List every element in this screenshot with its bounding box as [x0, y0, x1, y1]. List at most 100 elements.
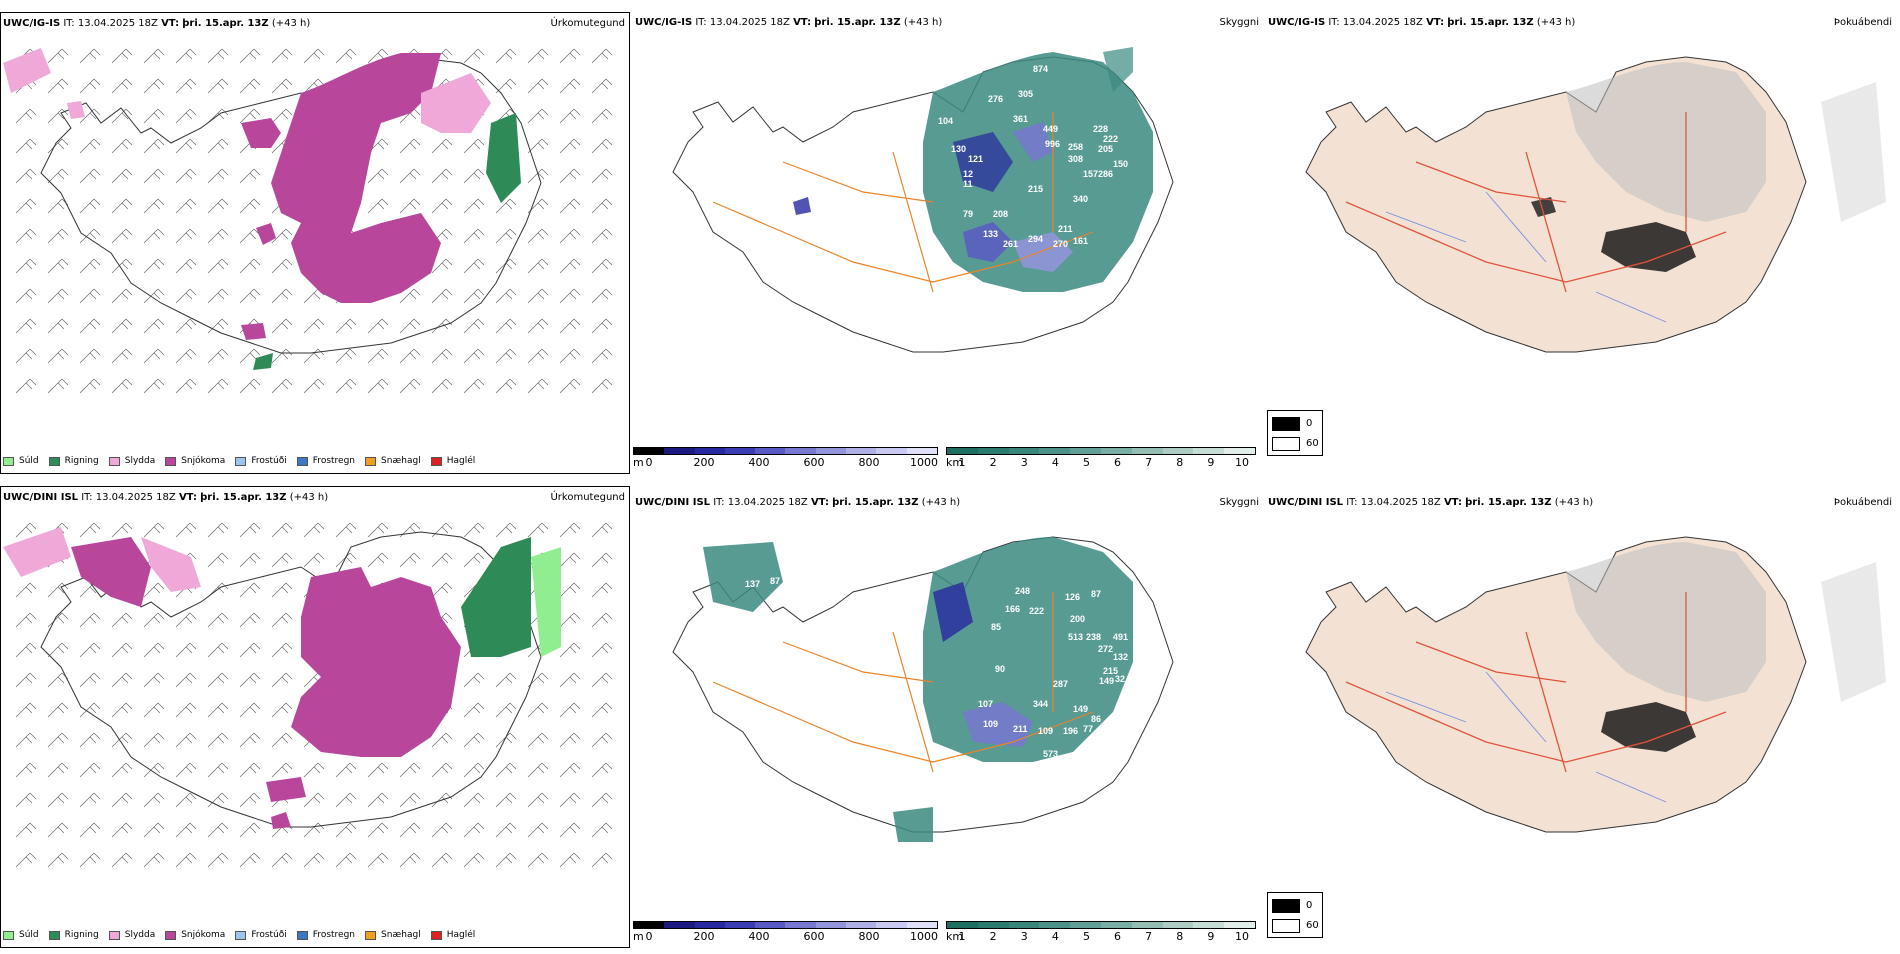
panel-header: UWC/DINI ISL IT: 13.04.2025 18Z VT: þri.… — [635, 496, 1259, 510]
wind-barb — [271, 732, 293, 748]
wind-barb — [591, 378, 613, 394]
wind-barb — [175, 672, 197, 688]
wind-barb — [143, 228, 165, 244]
wind-barb — [143, 318, 165, 334]
legend-item-frostregn: Frostregn — [296, 456, 356, 466]
height-label: 308 — [1068, 154, 1083, 164]
wind-barb — [111, 258, 133, 274]
wind-barb — [239, 702, 261, 718]
height-label: 137 — [745, 579, 760, 589]
wind-barb — [463, 552, 485, 568]
height-label: 109 — [983, 719, 998, 729]
wind-barb — [175, 612, 197, 628]
wind-barb — [79, 852, 101, 868]
legend-label: Haglél — [446, 456, 476, 466]
colorbar-step — [1008, 448, 1040, 454]
wind-barb — [399, 288, 421, 304]
wind-barb — [527, 138, 549, 154]
wind-barb — [143, 642, 165, 658]
wind-barb — [271, 108, 293, 124]
wind-barb — [15, 318, 37, 334]
wind-barb — [239, 762, 261, 778]
wind-barb — [335, 762, 357, 778]
wind-barb — [527, 762, 549, 778]
wind-barb — [591, 48, 613, 64]
height-ticks: m 0 200 400 600 800 1000 — [633, 456, 938, 470]
height-label: 132 — [1113, 652, 1128, 662]
wind-barb — [175, 48, 197, 64]
model-name: UWC/IG-IS — [1268, 17, 1326, 28]
wind-barb — [207, 522, 229, 538]
height-label: 294 — [759, 624, 774, 634]
legend-swatch — [165, 456, 177, 466]
height-label: 79 — [963, 209, 973, 219]
wind-barb — [303, 792, 325, 808]
wind-barb — [175, 168, 197, 184]
wind-barb — [431, 378, 453, 394]
scale-tick-label: 200 — [693, 456, 715, 469]
wind-barb — [79, 228, 101, 244]
it-value: 13.04.2025 18Z — [95, 492, 176, 503]
cloudbase-scale: km 1 2 3 4 5 6 7 8 9 10 — [946, 921, 1256, 951]
it-prefix: IT: — [1328, 17, 1340, 28]
legend-item-snæhagl: Snæhagl — [365, 456, 421, 466]
wind-barb — [271, 348, 293, 364]
lead-time: (+43 h) — [1554, 497, 1594, 508]
wind-barb — [207, 378, 229, 394]
height-scale: m 0 200 400 600 800 1000 — [633, 921, 938, 951]
wind-barb — [495, 198, 517, 214]
wind-barb — [111, 288, 133, 304]
wind-barb — [591, 108, 613, 124]
height-label: 276 — [988, 94, 1003, 104]
vt-value: þri. 15.apr. 13Z — [200, 492, 287, 503]
fog-legend-row1: 0 60 — [1267, 410, 1323, 456]
wind-barb — [591, 612, 613, 628]
wind-barb — [431, 762, 453, 778]
wind-barb — [527, 48, 549, 64]
legend-swatch — [365, 930, 377, 940]
wind-barb — [143, 612, 165, 628]
height-label: 121 — [968, 154, 983, 164]
wind-barb — [15, 168, 37, 184]
colorbar-step — [1162, 922, 1194, 928]
wind-barb — [15, 672, 37, 688]
cloudbase-scale: km 1 2 3 4 5 6 7 8 9 10 — [946, 447, 1256, 477]
wind-barb — [239, 552, 261, 568]
legend-label: Snæhagl — [381, 456, 421, 466]
legend-item-frostregn: Frostregn — [296, 930, 355, 940]
wind-barb — [47, 318, 69, 334]
wind-barb — [527, 792, 549, 808]
wind-barb — [399, 378, 421, 394]
wind-barb — [495, 378, 517, 394]
panel-header: UWC/IG-IS IT: 13.04.2025 18Z VT: þri. 15… — [1268, 16, 1892, 30]
wind-barb — [79, 378, 101, 394]
wind-barb — [463, 198, 485, 214]
wind-barb — [143, 702, 165, 718]
wind-barb — [207, 288, 229, 304]
wind-barb — [79, 288, 101, 304]
height-label: 208 — [993, 209, 1008, 219]
wind-barb — [463, 762, 485, 778]
wind-barb — [559, 138, 581, 154]
wind-barb — [175, 702, 197, 718]
legend-swatch — [235, 456, 247, 466]
wind-barb — [111, 168, 133, 184]
colorbar-step — [1070, 922, 1101, 928]
lead-time: (+43 h) — [921, 497, 961, 508]
wind-barb — [495, 852, 517, 868]
legend-label: Frostregn — [312, 456, 356, 466]
wind-barb — [175, 378, 197, 394]
wind-barb — [239, 672, 261, 688]
legend-swatch — [3, 930, 14, 940]
wind-barb — [143, 108, 165, 124]
wind-barb — [431, 198, 453, 214]
legend-label: Snjókoma — [181, 456, 226, 466]
wind-barb — [239, 822, 261, 838]
wind-barb — [143, 762, 165, 778]
wind-barb — [47, 78, 69, 94]
wind-barb — [463, 702, 485, 718]
wind-barb — [527, 78, 549, 94]
legend-label: Frostúði — [251, 930, 287, 940]
wind-barb — [559, 852, 581, 868]
legend-label: Slydda — [124, 456, 156, 466]
